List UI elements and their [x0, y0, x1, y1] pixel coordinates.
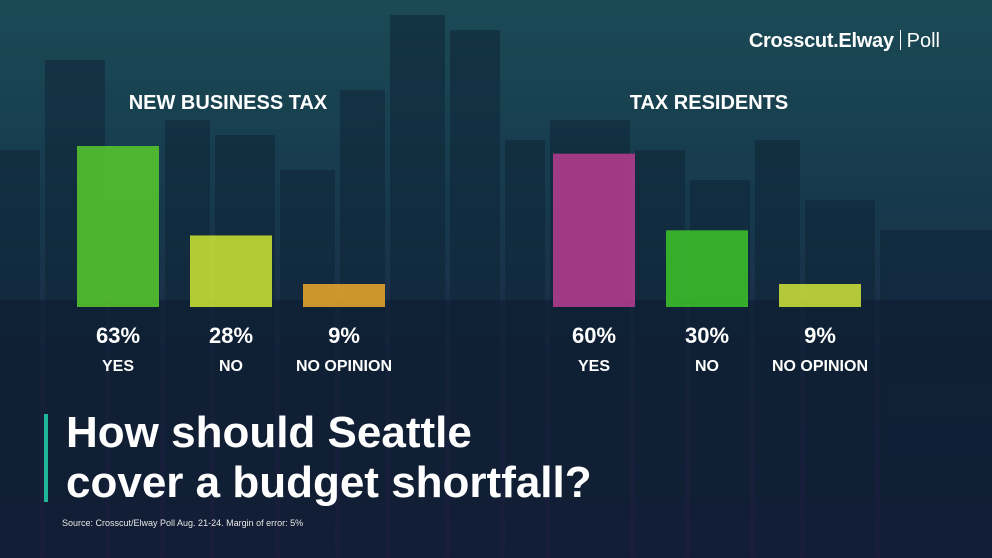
category-label-2-3: NO OPINION: [772, 358, 868, 375]
bar-1-yes: [77, 146, 159, 307]
brand-name: Crosscut.Elway: [748, 30, 894, 52]
category-label-1-3: NO OPINION: [296, 358, 392, 375]
bar-2-yes: [553, 153, 635, 307]
value-label-1-1: 63%: [96, 323, 140, 348]
bar-1-no: [190, 235, 272, 307]
value-label-2-1: 60%: [572, 323, 616, 348]
value-label-2-3: 9%: [804, 323, 836, 348]
category-label-2-2: NO: [695, 358, 719, 375]
brand-logo: Crosscut.Elway Poll: [749, 30, 940, 53]
category-label-1-1: YES: [102, 358, 134, 375]
bar-2-no-opinion: [779, 284, 861, 307]
value-label-2-2: 30%: [685, 323, 729, 348]
bar-2-no: [666, 230, 748, 307]
headline-line-1: How should Seattle: [66, 408, 472, 457]
headline: How should Seattle cover a budget shortf…: [66, 408, 592, 508]
brand-suffix: Poll: [906, 30, 940, 52]
source-note: Source: Crosscut/Elway Poll Aug. 21-24. …: [62, 518, 304, 528]
chart-title-1: NEW BUSINESS TAX: [129, 92, 328, 114]
poll-charts: NEW BUSINESS TAX 63% YES 28% NO 9% NO OPINION T…: [77, 92, 869, 375]
category-label-2-1: YES: [578, 358, 610, 375]
brand-separator: [899, 30, 901, 50]
chart-title-2: TAX RESIDENTS: [630, 92, 789, 114]
value-label-1-2: 28%: [209, 323, 253, 348]
bar-1-no-opinion: [303, 284, 385, 307]
headline-accent-bar: [44, 414, 48, 502]
headline-line-2: cover a budget shortfall?: [66, 458, 592, 507]
category-label-1-2: NO: [219, 358, 243, 375]
value-label-1-3: 9%: [328, 323, 360, 348]
